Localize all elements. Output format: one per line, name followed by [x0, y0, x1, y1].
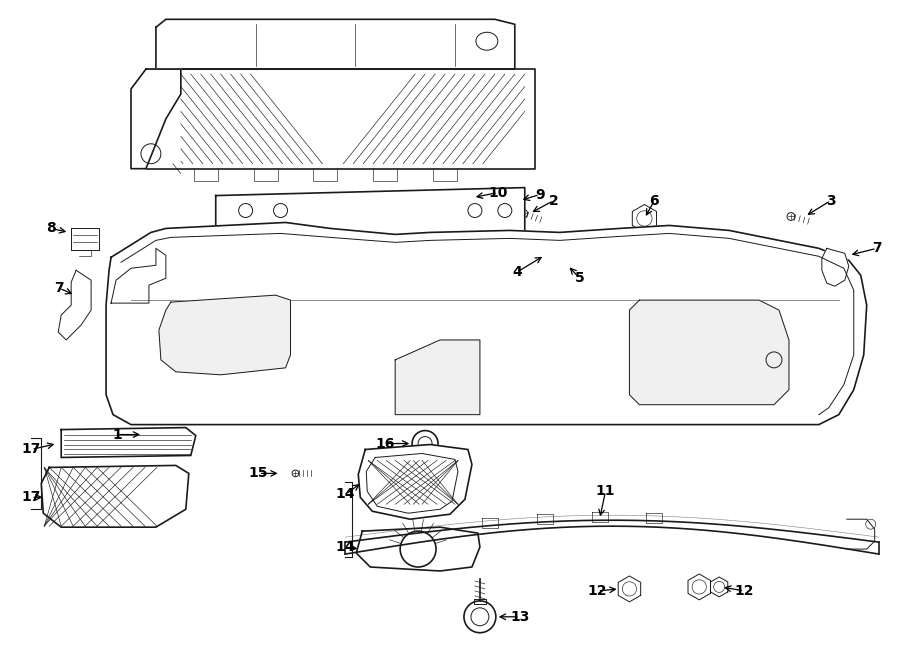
- Polygon shape: [159, 295, 291, 375]
- Polygon shape: [822, 249, 849, 286]
- Polygon shape: [61, 428, 196, 457]
- Text: 7: 7: [872, 241, 881, 255]
- Polygon shape: [366, 453, 458, 513]
- Polygon shape: [156, 19, 515, 69]
- Text: 7: 7: [54, 281, 64, 295]
- Text: 14: 14: [336, 487, 356, 501]
- Polygon shape: [106, 223, 867, 424]
- Text: 11: 11: [596, 485, 616, 498]
- Text: 5: 5: [575, 271, 584, 285]
- Text: 17: 17: [22, 442, 41, 457]
- Polygon shape: [41, 465, 189, 527]
- Polygon shape: [629, 300, 789, 405]
- Text: 4: 4: [512, 265, 522, 279]
- Polygon shape: [146, 69, 535, 169]
- Text: 2: 2: [549, 194, 559, 208]
- Text: 10: 10: [488, 186, 508, 200]
- Text: 17: 17: [22, 490, 41, 504]
- Text: 12: 12: [734, 584, 754, 598]
- Text: 8: 8: [47, 221, 56, 235]
- Text: 15: 15: [248, 467, 268, 481]
- Polygon shape: [131, 69, 181, 169]
- Polygon shape: [58, 270, 91, 340]
- Text: 9: 9: [535, 188, 544, 202]
- Text: 12: 12: [588, 584, 608, 598]
- Text: 14: 14: [336, 540, 356, 554]
- Text: 3: 3: [826, 194, 835, 208]
- Text: 13: 13: [510, 610, 529, 624]
- Text: 6: 6: [650, 194, 659, 208]
- Polygon shape: [358, 444, 472, 519]
- Text: 16: 16: [375, 436, 395, 451]
- Polygon shape: [356, 527, 480, 571]
- Polygon shape: [216, 188, 525, 251]
- Polygon shape: [395, 340, 480, 414]
- Text: 1: 1: [112, 428, 122, 442]
